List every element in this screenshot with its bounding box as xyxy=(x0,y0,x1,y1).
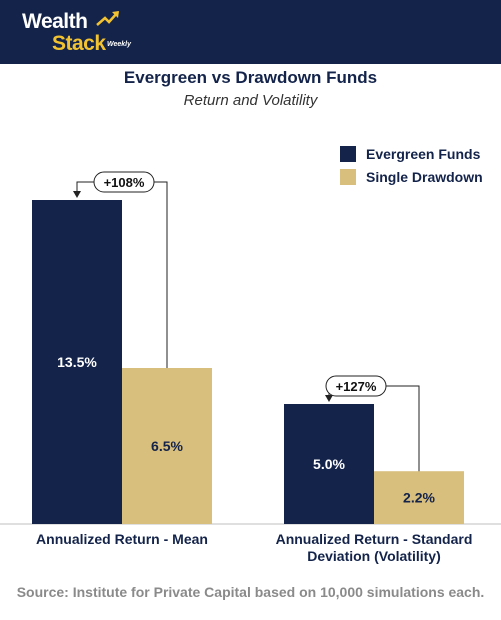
annotation-label-2: +127% xyxy=(336,379,377,394)
logo-weekly-text: Weekly xyxy=(107,41,131,48)
annotation-label-1: +108% xyxy=(104,175,145,190)
category-label-2-line-1: Annualized Return - Standard xyxy=(276,531,473,547)
legend-label-drawdown: Single Drawdown xyxy=(366,168,483,185)
category-label-2-line-2: Deviation (Volatility) xyxy=(307,548,441,564)
logo-wealth-text: Wealth xyxy=(22,10,88,33)
chart-legend: Evergreen Funds Single Drawdown xyxy=(340,142,483,188)
logo-arrow-icon xyxy=(96,11,119,26)
bar-drawdown-1 xyxy=(122,368,212,524)
annotation-pill-1 xyxy=(93,171,155,193)
category-label-1: Annualized Return - Mean xyxy=(36,531,208,547)
annotation-arrowhead-2 xyxy=(325,395,333,402)
legend-item-drawdown: Single Drawdown xyxy=(340,165,483,188)
chart-title: Evergreen vs Drawdown Funds xyxy=(123,68,378,87)
wealth-stack-logo: Wealth Stack Weekly xyxy=(22,10,152,56)
annotation-pill-2 xyxy=(325,375,387,397)
logo-stack-text: Stack xyxy=(52,32,106,55)
source-note: Source: Institute for Private Capital ba… xyxy=(16,584,485,600)
bar-evergreen-2 xyxy=(284,404,374,524)
legend-swatch-drawdown xyxy=(340,168,356,185)
header-bar: Wealth Stack Weekly xyxy=(0,0,501,64)
bar-evergreen-1 xyxy=(32,200,122,524)
data-label-drawdown-2: 2.2% xyxy=(403,490,435,506)
data-label-evergreen-1: 13.5% xyxy=(57,354,97,370)
legend-label-evergreen: Evergreen Funds xyxy=(366,145,481,162)
legend-item-evergreen: Evergreen Funds xyxy=(340,142,483,165)
chart-subtitle: Return and Volatility xyxy=(183,92,318,109)
bar-chart: 13.5% 6.5% +108% Annualized Return - Mean 5.… xyxy=(0,171,501,564)
bar-drawdown-2 xyxy=(374,471,464,524)
data-label-evergreen-2: 5.0% xyxy=(313,456,345,472)
annotation-arrowhead-1 xyxy=(73,191,81,198)
data-label-drawdown-1: 6.5% xyxy=(151,438,183,454)
legend-swatch-evergreen xyxy=(340,145,356,162)
